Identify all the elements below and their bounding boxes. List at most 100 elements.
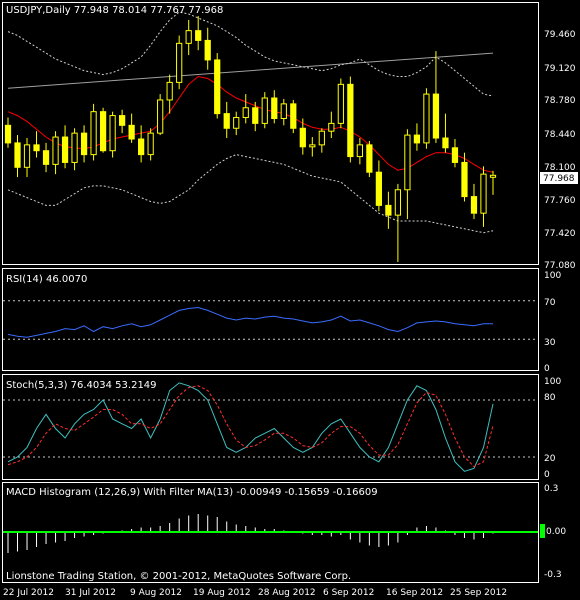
price-tick-label: 78.780: [544, 96, 576, 106]
date-axis: 22 Jul 2012 31 Jul 2012 9 Aug 2012 19 Au…: [3, 588, 507, 598]
bollinger-lower-line: [7, 154, 494, 234]
candle-body: [138, 138, 145, 156]
candle-body: [394, 189, 402, 216]
candle-body: [23, 144, 31, 168]
price-tick-label: 78.100: [544, 163, 576, 173]
candle-body: [33, 144, 40, 152]
candle-body: [413, 134, 421, 144]
stoch-level-label: 80: [544, 393, 556, 403]
rsi-line: [7, 306, 493, 338]
date-label: 28 Aug 2012: [258, 588, 316, 598]
candle-body: [461, 161, 468, 198]
candle-body: [166, 81, 173, 101]
stoch-title: Stoch(5,3,3) 76.4034 53.2149: [6, 380, 157, 391]
stoch-level-label: 0: [544, 470, 550, 480]
candle-body: [119, 115, 126, 126]
price-tick-label: 77.760: [544, 196, 576, 206]
candle-body: [195, 30, 202, 41]
price-tick-label: 79.460: [544, 30, 576, 40]
rsi-pane[interactable]: [3, 300, 538, 340]
candle-body: [223, 113, 230, 129]
rsi-y-axis: 100 70 30 0: [544, 271, 561, 374]
rsi-pane-frame: [2, 268, 539, 371]
candle-body: [204, 39, 211, 61]
trendline: [7, 52, 494, 89]
date-label: 31 Jul 2012: [65, 588, 116, 598]
candle-body: [252, 107, 259, 124]
macd-zero-marker: [540, 524, 545, 538]
price-pane-frame: [2, 2, 539, 265]
candle-body: [261, 97, 268, 124]
stoch-main-line: [7, 382, 494, 472]
stoch-pane-frame: [2, 374, 539, 480]
candle-body: [109, 115, 116, 152]
date-label: 22 Jul 2012: [3, 588, 54, 598]
macd-pane-frame: [2, 482, 539, 583]
candle-body: [290, 103, 297, 129]
candle-body: [328, 122, 335, 132]
current-price-marker: [540, 172, 578, 184]
macd-level-label: -0.3: [544, 570, 562, 580]
price-tick-label: 79.120: [544, 64, 576, 74]
macd-level-label: 0.00: [546, 527, 566, 537]
candle-body: [90, 111, 97, 156]
rsi-level-label: 0: [544, 364, 550, 374]
candle-body: [42, 150, 50, 165]
candle-body: [4, 124, 12, 144]
candle-body: [157, 99, 164, 134]
candle-body: [385, 204, 392, 216]
candle-body: [185, 30, 192, 44]
rsi-level-label: 100: [544, 271, 561, 281]
candle-body: [432, 93, 440, 139]
candle-body: [61, 136, 69, 163]
candle-body: [470, 196, 478, 214]
candle-body: [442, 137, 449, 149]
date-label: 16 Sep 2012: [386, 588, 443, 598]
candle-body: [480, 173, 487, 214]
candle-body: [233, 117, 240, 129]
macd-level-label: 0.3: [544, 484, 558, 494]
candle-body: [366, 144, 373, 173]
candle-body: [214, 59, 221, 115]
candle-body: [242, 107, 249, 119]
price-pane[interactable]: [4, 11, 497, 262]
candle-body: [147, 132, 154, 156]
candle-body: [271, 97, 278, 119]
candle-body: [71, 132, 78, 163]
candle-body: [375, 171, 382, 206]
rsi-level-label: 30: [544, 338, 556, 348]
price-tick-label: 77.080: [544, 261, 576, 271]
candle-body: [423, 93, 430, 144]
candle-body: [309, 144, 316, 148]
moving-average-line: [7, 75, 494, 173]
stoch-level-label: 20: [544, 454, 556, 464]
candle-body: [451, 147, 459, 163]
price-tick-label: 78.440: [544, 130, 576, 140]
candle-body: [128, 124, 135, 140]
symbol-header: USDJPY,Daily 77.948 78.014 77.767 77.968: [6, 5, 223, 16]
candle-body: [52, 136, 59, 165]
candle-body: [280, 103, 287, 119]
macd-y-axis: 0.3 0.00 -0.3: [544, 484, 566, 580]
stoch-signal-line: [7, 385, 494, 468]
current-price-label: 77.968: [543, 174, 575, 184]
date-label: 9 Aug 2012: [130, 588, 182, 598]
price-y-axis: 79.460 79.120 78.780 78.440 78.100 77.76…: [544, 30, 576, 271]
macd-pane[interactable]: [3, 514, 538, 553]
price-tick-label: 77.420: [544, 229, 576, 239]
candle-body: [404, 134, 411, 191]
date-label: 25 Sep 2012: [450, 588, 507, 598]
stoch-level-label: 100: [544, 377, 561, 387]
candle-body: [489, 174, 497, 178]
candle-body: [318, 130, 325, 146]
candle-body: [99, 111, 107, 152]
stoch-y-axis: 100 80 20 0: [544, 377, 561, 480]
date-label: 19 Aug 2012: [193, 588, 251, 598]
rsi-level-label: 70: [544, 298, 556, 308]
candle-body: [299, 127, 306, 148]
candle-body: [80, 132, 88, 156]
candle-body: [347, 83, 354, 158]
candle-body: [176, 42, 183, 83]
stoch-pane[interactable]: [3, 382, 538, 472]
